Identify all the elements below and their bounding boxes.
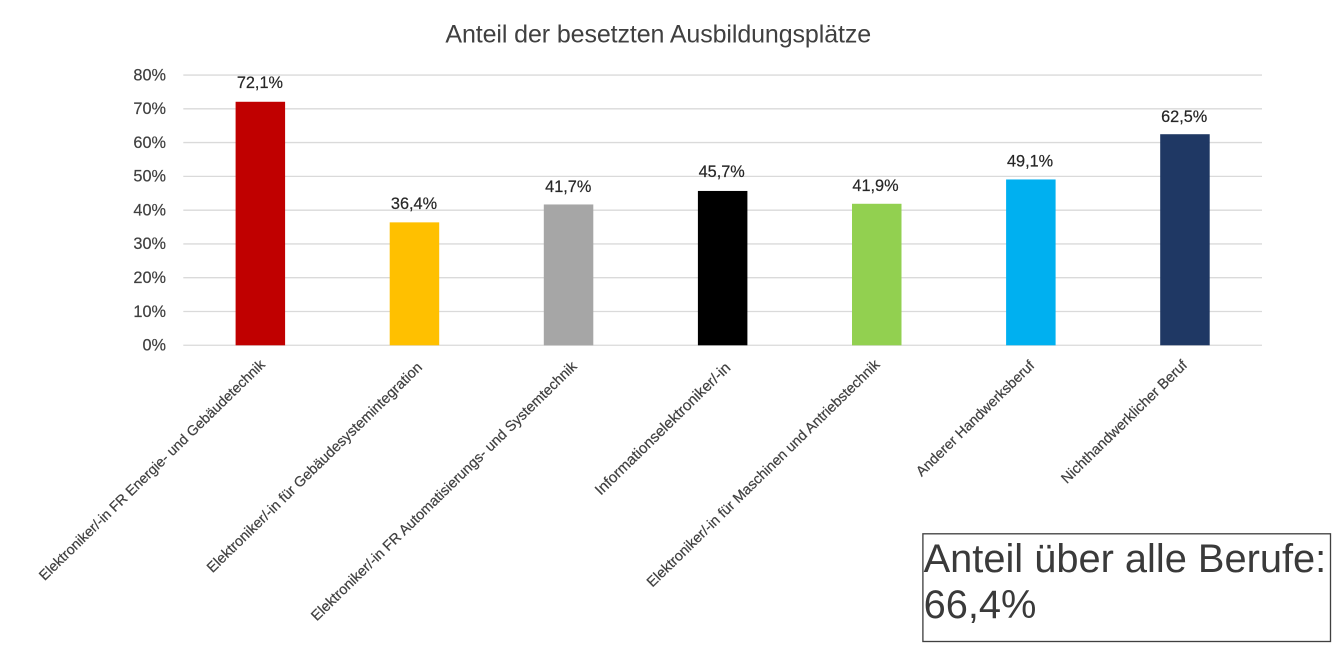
svg-text:49,1%: 49,1% [1007,152,1053,170]
svg-text:Anteil über alle Berufe:: Anteil über alle Berufe: [924,537,1327,581]
svg-text:10%: 10% [133,303,166,321]
svg-text:Anteil der besetzten Ausbildun: Anteil der besetzten Ausbildungsplätze [445,21,871,49]
svg-text:66,4%: 66,4% [924,583,1037,627]
svg-text:41,7%: 41,7% [545,178,591,196]
svg-text:41,9%: 41,9% [852,177,898,195]
svg-text:36,4%: 36,4% [391,195,437,213]
svg-text:0%: 0% [142,337,166,355]
svg-text:30%: 30% [133,235,166,253]
svg-text:72,1%: 72,1% [237,74,283,92]
svg-text:Elektroniker/-in für Maschinen: Elektroniker/-in für Maschinen und Antri… [644,356,884,590]
svg-text:60%: 60% [133,134,166,152]
svg-text:80%: 80% [133,66,166,84]
svg-text:40%: 40% [133,202,166,220]
svg-text:45,7%: 45,7% [699,163,745,181]
svg-text:62,5%: 62,5% [1161,108,1207,126]
svg-text:Nichthandwerklicher Beruf: Nichthandwerklicher Beruf [1058,357,1191,487]
svg-text:Informationselektroniker/-in: Informationselektroniker/-in [592,359,734,498]
svg-text:70%: 70% [133,100,166,118]
svg-text:50%: 50% [133,168,166,186]
svg-text:20%: 20% [133,269,166,287]
svg-text:Anderer Handwerksberuf: Anderer Handwerksberuf [913,358,1038,480]
svg-text:Elektroniker/-in FR Automatisi: Elektroniker/-in FR Automatisierungs- un… [308,358,581,624]
